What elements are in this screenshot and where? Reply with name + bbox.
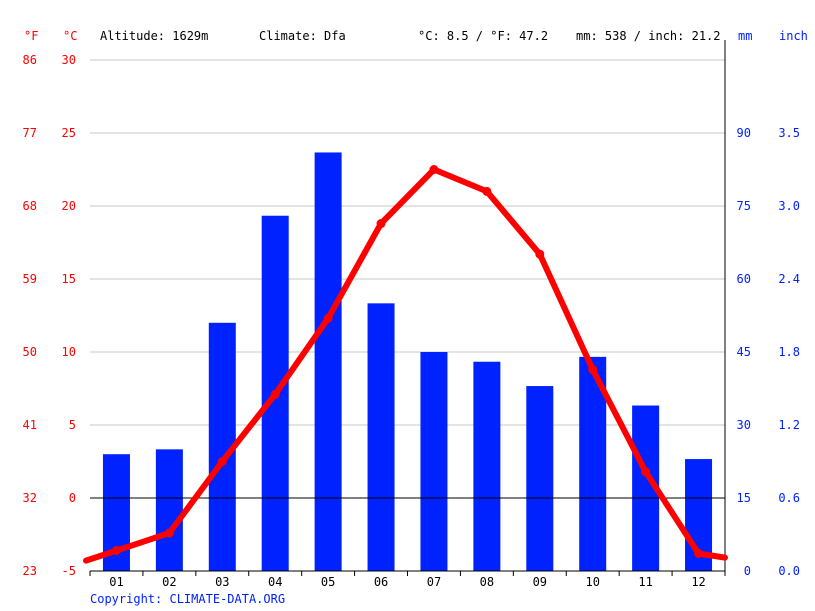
temperature-point: [694, 548, 704, 558]
temperature-point: [535, 249, 545, 259]
inch-tick-label: 1.2: [778, 418, 800, 432]
month-label: 09: [533, 575, 547, 589]
fahrenheit-tick-label: 32: [23, 491, 37, 505]
temperature-point: [376, 219, 386, 229]
temperature-point: [588, 365, 598, 375]
mm-tick-label: 15: [737, 491, 751, 505]
x-ticks: [89, 571, 726, 576]
inch-tick-label: 3.0: [778, 199, 800, 213]
mm-tick-label: 45: [737, 345, 751, 359]
fahrenheit-tick-label: 23: [23, 564, 37, 578]
celsius-tick-label: 0: [69, 491, 76, 505]
month-label: 02: [162, 575, 176, 589]
celsius-tick-label: 30: [62, 53, 76, 67]
copyright-link[interactable]: Copyright: CLIMATE-DATA.ORG: [90, 592, 286, 606]
temperature-line: [83, 165, 728, 564]
temperature-point: [482, 186, 492, 196]
precipitation-bar: [367, 303, 395, 571]
month-label: 08: [480, 575, 494, 589]
fahrenheit-tick-label: 41: [23, 418, 37, 432]
month-label: 04: [268, 575, 282, 589]
climate-label: Climate: Dfa: [259, 29, 346, 43]
precipitation-bar: [526, 386, 554, 571]
month-label: 11: [638, 575, 652, 589]
temperature-polyline: [83, 166, 728, 564]
temperature-point: [270, 389, 280, 399]
fahrenheit-tick-label: 68: [23, 199, 37, 213]
precipitation-bar: [314, 152, 342, 571]
fahrenheit-tick-label: 77: [23, 126, 37, 140]
celsius-tick-label: 25: [62, 126, 76, 140]
altitude-label: Altitude: 1629m: [100, 29, 209, 43]
temperature-point: [164, 528, 174, 538]
temperature-point: [429, 165, 439, 174]
fahrenheit-tick-label: 50: [23, 345, 37, 359]
axis-labels: 01 02 03 04 05 06 07 08 09 10 11 123086257720681559…: [23, 53, 800, 589]
header-unit-inch: inch: [779, 29, 808, 43]
mm-tick-label: 60: [737, 272, 751, 286]
celsius-tick-label: -5: [62, 564, 76, 578]
fahrenheit-tick-label: 59: [23, 272, 37, 286]
celsius-tick-label: 10: [62, 345, 76, 359]
gridlines: [90, 59, 725, 426]
temperature-point: [323, 313, 333, 323]
month-label: 06: [374, 575, 388, 589]
mm-tick-label: 75: [737, 199, 751, 213]
inch-tick-label: 2.4: [778, 272, 800, 286]
celsius-tick-label: 20: [62, 199, 76, 213]
precipitation-bars: [102, 152, 713, 571]
celsius-tick-label: 5: [69, 418, 76, 432]
inch-tick-label: 1.8: [778, 345, 800, 359]
header-unit-mm: mm: [738, 29, 753, 43]
month-label: 03: [215, 575, 229, 589]
precipitation-bar: [473, 361, 501, 571]
header-unit-c: °C: [63, 29, 78, 43]
celsius-tick-label: 15: [62, 272, 76, 286]
temperature-average-label: °C: 8.5 / °F: 47.2: [418, 29, 549, 43]
month-label: 10: [585, 575, 599, 589]
month-label: 05: [321, 575, 335, 589]
month-label: 01: [109, 575, 123, 589]
mm-tick-label: 0: [744, 564, 751, 578]
inch-tick-label: 0.6: [778, 491, 800, 505]
header-unit-f: °F: [24, 29, 39, 43]
precipitation-bar: [420, 352, 448, 571]
mm-tick-label: 90: [737, 126, 751, 140]
inch-tick-label: 0.0: [778, 564, 800, 578]
precipitation-total-label: mm: 538 / inch: 21.2: [576, 29, 721, 43]
temperature-point: [641, 467, 651, 477]
fahrenheit-tick-label: 86: [23, 53, 37, 67]
precipitation-bar: [155, 449, 183, 571]
temperature-point: [111, 546, 121, 556]
inch-tick-label: 3.5: [778, 126, 800, 140]
month-label: 12: [691, 575, 705, 589]
temperature-point: [217, 457, 227, 466]
month-label: 07: [427, 575, 441, 589]
mm-tick-label: 30: [737, 418, 751, 432]
